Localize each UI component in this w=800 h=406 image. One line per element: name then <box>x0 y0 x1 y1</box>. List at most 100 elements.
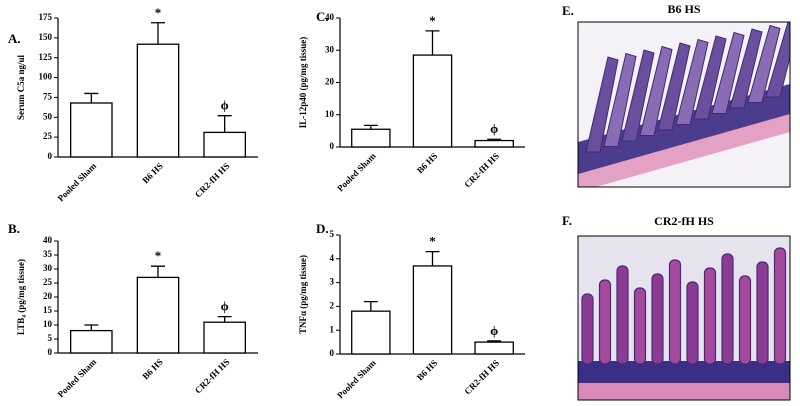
villus <box>693 35 727 120</box>
x-tick-label: Pooled Sham <box>56 160 99 203</box>
tissue <box>578 22 790 187</box>
error-bar <box>84 324 99 331</box>
villus <box>711 31 745 114</box>
y-tick-label: 3 <box>330 277 335 287</box>
y-tick-label: 25 <box>43 277 53 287</box>
y-tick-label: 0 <box>48 347 53 357</box>
y-axis-label: Serum C5a ng/ul <box>16 55 26 121</box>
y-tick-label: 10 <box>43 319 53 329</box>
villus <box>657 42 691 131</box>
y-tick-label: 175 <box>39 12 53 22</box>
bar <box>474 139 514 148</box>
bar-annotation: ϕ <box>221 299 229 314</box>
error-bar <box>425 251 440 266</box>
y-tick-label: 150 <box>39 32 53 42</box>
bar-annotation: * <box>155 5 162 20</box>
y-tick-label: 50 <box>43 111 53 121</box>
error-bar <box>151 265 165 278</box>
x-tick-label: B6 HS <box>415 358 440 383</box>
error-bar <box>425 30 440 56</box>
panel-label: A. <box>8 31 21 46</box>
y-tick-label: 2 <box>330 300 335 310</box>
y-tick-label: 25 <box>43 131 53 141</box>
muscle-layer <box>578 381 790 400</box>
y-tick-label: 35 <box>43 249 53 259</box>
villus <box>633 287 647 365</box>
bar-annotation: ϕ <box>490 323 498 338</box>
image-title: CR2-fH HS <box>654 214 714 228</box>
muscle-layer <box>578 112 790 187</box>
bar <box>412 54 453 148</box>
y-tick-label: 5 <box>330 229 335 239</box>
y-tick-label: 15 <box>43 305 53 315</box>
x-tick-label: B6 HS <box>140 357 165 382</box>
villus <box>651 273 664 365</box>
error-bar <box>363 300 378 312</box>
error-bar <box>84 92 99 103</box>
micrograph <box>577 235 791 401</box>
y-tick-label: 10 <box>325 109 335 119</box>
villus <box>773 247 787 365</box>
bar-annotation: ϕ <box>221 98 229 113</box>
y-tick-label: 40 <box>325 12 335 22</box>
villus <box>639 45 673 136</box>
image-label: E. <box>562 3 574 18</box>
y-tick-label: 1 <box>330 324 335 334</box>
villus <box>616 265 629 365</box>
bar <box>136 43 180 158</box>
y-tick-label: 125 <box>39 52 53 62</box>
villus <box>747 24 781 103</box>
villus <box>686 281 699 365</box>
tissue <box>578 236 790 400</box>
bar <box>203 321 246 354</box>
x-tick-label: Pooled Sham <box>335 150 378 193</box>
micrograph <box>577 21 791 188</box>
y-tick-label: 20 <box>325 77 335 87</box>
y-tick-label: 30 <box>43 263 53 273</box>
x-tick-label: CR2-fH HS <box>462 151 501 190</box>
villus <box>721 253 734 365</box>
x-tick-label: CR2-fH HS <box>462 358 501 397</box>
image-label: F. <box>562 213 572 228</box>
y-tick-label: 20 <box>43 291 53 301</box>
x-tick-label: B6 HS <box>140 161 165 186</box>
image-title: B6 HS <box>667 2 700 16</box>
villus <box>668 259 682 365</box>
villus <box>756 261 769 365</box>
villus <box>703 267 717 365</box>
x-tick-label: Pooled Sham <box>56 356 99 399</box>
y-tick-label: 40 <box>43 235 53 245</box>
x-tick-label: CR2-fH HS <box>193 357 232 396</box>
y-tick-label: 0 <box>330 348 335 358</box>
bar <box>203 131 246 158</box>
y-tick-label: 5 <box>48 333 53 343</box>
x-tick-label: B6 HS <box>415 151 440 176</box>
y-tick-label: 4 <box>330 253 335 263</box>
panel-label: B. <box>8 221 20 236</box>
villus <box>729 28 763 109</box>
crypt-layer <box>578 361 790 383</box>
villus <box>581 293 594 365</box>
y-tick-label: 30 <box>325 44 335 54</box>
panel-label: D. <box>316 221 329 236</box>
villus <box>738 275 752 365</box>
x-tick-label: Pooled Sham <box>335 357 378 400</box>
error-bar <box>217 315 232 323</box>
bar <box>70 102 113 158</box>
bar-annotation: * <box>155 248 162 263</box>
villus <box>585 56 619 153</box>
bar <box>412 265 453 355</box>
image-border <box>577 21 791 188</box>
y-axis-label: IL-12p40 (pg/mg tissue) <box>298 37 308 129</box>
bar-annotation: * <box>429 13 436 28</box>
image-border <box>577 235 791 401</box>
y-tick-label: 0 <box>330 141 335 151</box>
y-axis-label: LTB₄ (pg/mg tissue) <box>16 259 26 335</box>
villus <box>603 52 637 147</box>
y-axis-label: TNFα (pg/mg tissue) <box>298 255 308 334</box>
bar <box>70 329 113 354</box>
villus <box>598 279 612 365</box>
y-tick-label: 75 <box>43 91 53 101</box>
bar-annotation: ϕ <box>490 121 498 136</box>
